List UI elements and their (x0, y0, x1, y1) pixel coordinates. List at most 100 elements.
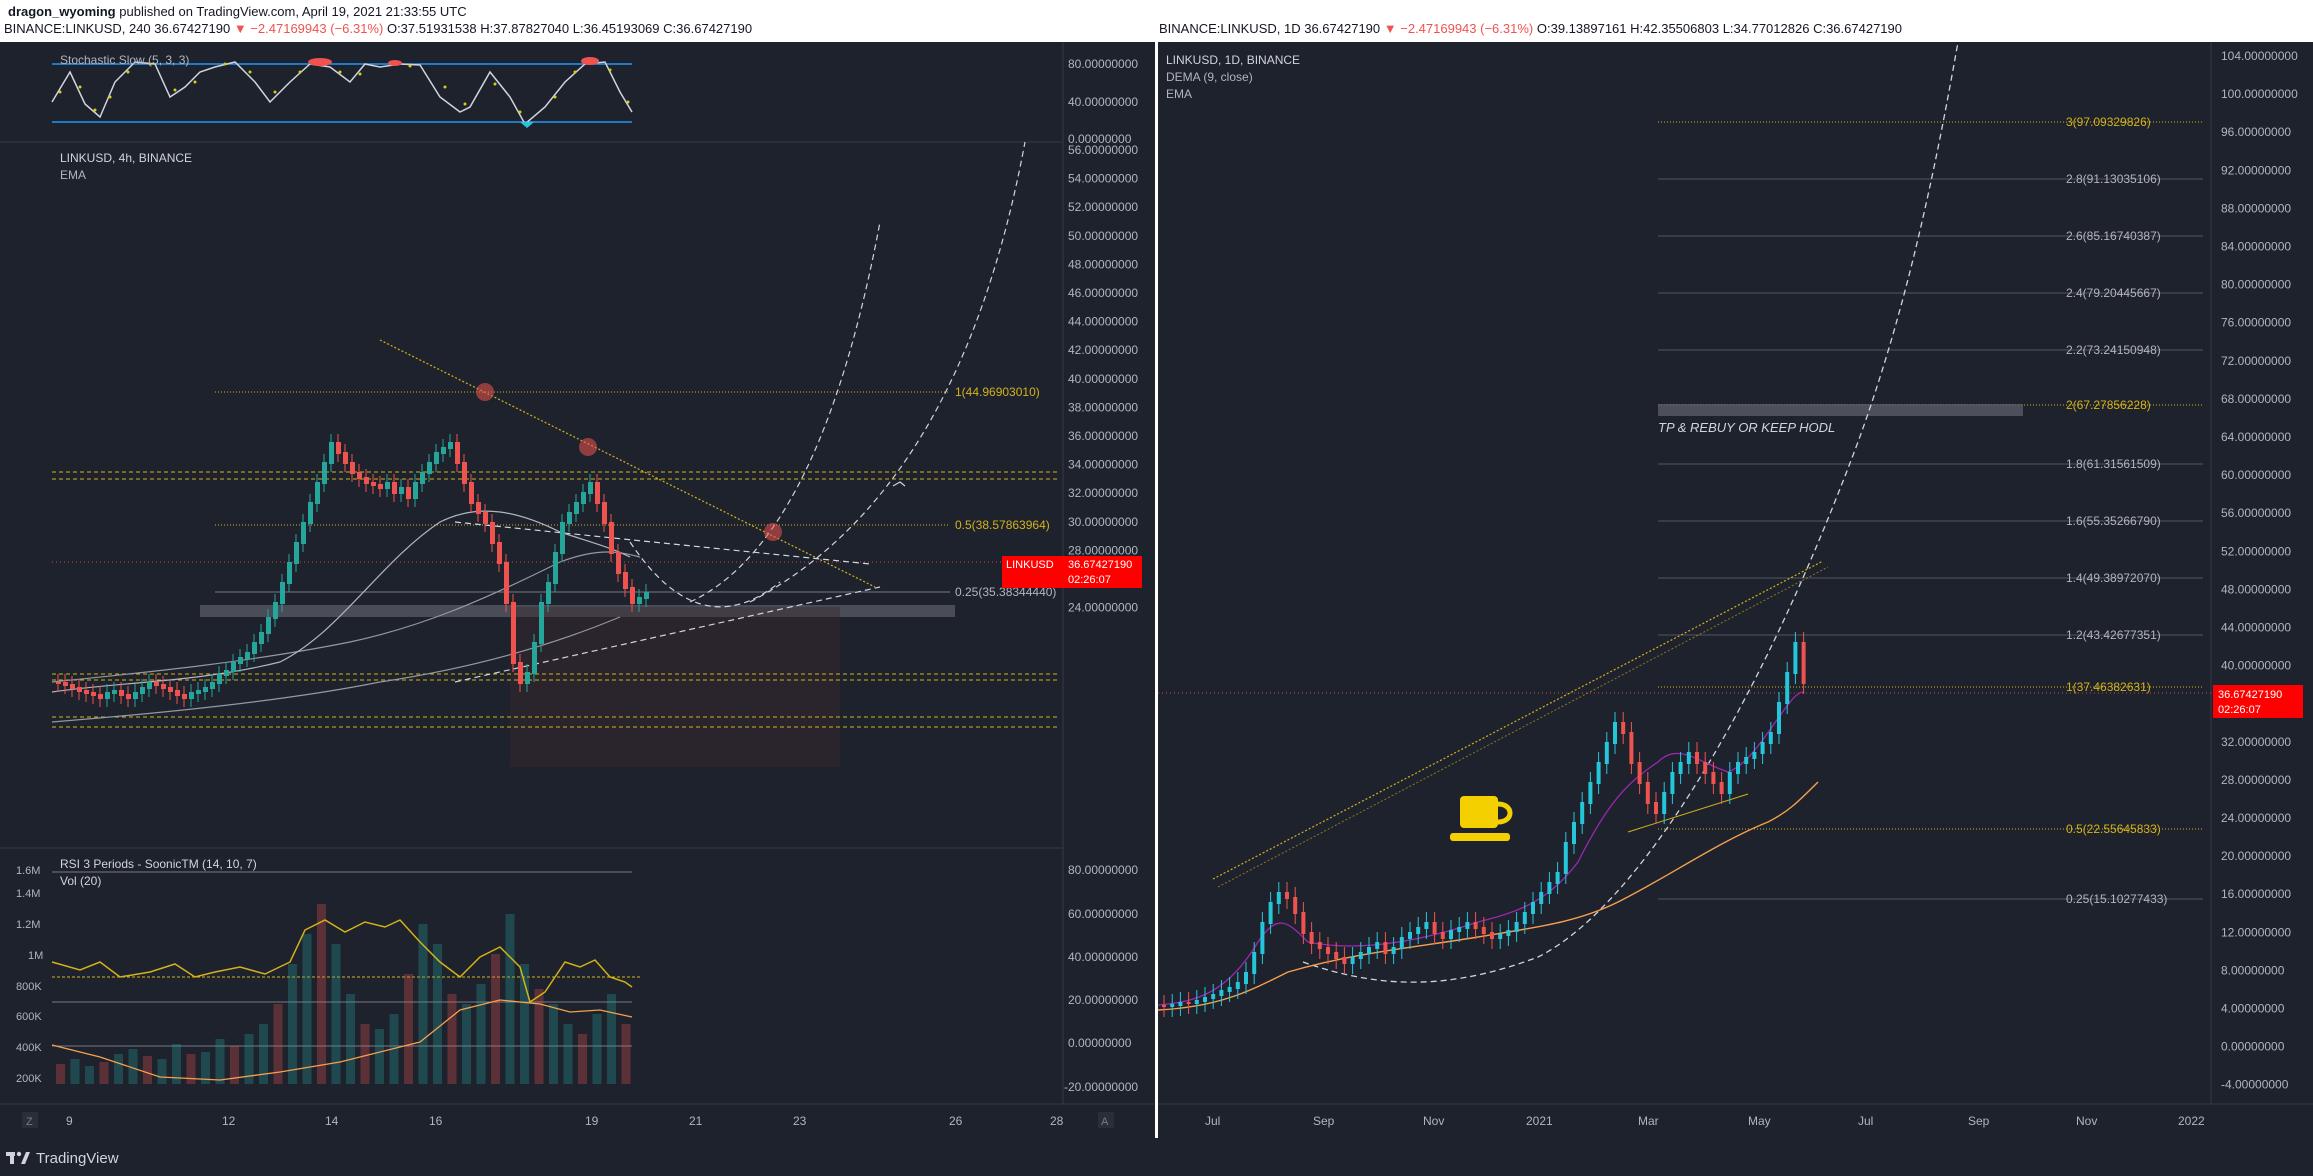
candle (1547, 882, 1552, 894)
left-chart-4h[interactable]: Stochastic Slow (5, 3, 3) 80.00000000 40… (0, 42, 1155, 1138)
left-price-axis[interactable]: 56.00000000 54.00000000 52.00000000 50.0000… (1068, 143, 1138, 615)
author-name[interactable]: dragon_wyoming (8, 4, 116, 19)
candle (1768, 732, 1773, 744)
candle (119, 690, 124, 696)
candle (602, 502, 607, 524)
tradingview-logo[interactable]: TradingView (6, 1148, 119, 1168)
candle (1457, 927, 1462, 932)
left-price-tag[interactable]: LINKUSD 36.67427190 02:26:07 (1002, 556, 1142, 588)
price-tag-timer: 02:26:07 (2218, 704, 2261, 716)
price-axis-tick: 56.00000000 (1068, 143, 1138, 157)
triangle-lower (454, 586, 881, 683)
candle (574, 502, 579, 514)
candle (105, 692, 110, 699)
right-price-axis[interactable]: 104.00000000 100.00000000 96.00000000 92.00… (2221, 49, 2298, 1092)
volume-bar (491, 954, 500, 1084)
candle (1801, 642, 1806, 684)
right-symbol-line: BINANCE:LINKUSD, 1D 36.67427190 ▼ −2.471… (1159, 21, 1902, 36)
candle (322, 462, 327, 484)
candle (1654, 802, 1658, 814)
tp-zone (1658, 404, 2023, 416)
candle (126, 694, 131, 699)
volume-bar (215, 1039, 225, 1084)
stoch-overbought-markers (308, 57, 599, 66)
candle (91, 692, 96, 696)
price-axis-tick: 24.00000000 (2221, 811, 2291, 825)
candle (63, 682, 68, 686)
stoch-axis: 80.00000000 40.00000000 0.00000000 (1068, 57, 1138, 146)
price-axis-tick: 54.00000000 (1068, 172, 1138, 186)
price-axis-tick: 16.00000000 (2221, 887, 2291, 901)
candle (266, 617, 271, 634)
time-axis-tick: 28 (1050, 1114, 1064, 1128)
candle (1752, 752, 1757, 759)
ema-line (1157, 781, 1819, 1011)
fib-label: 1.2(43.42677351) (2066, 628, 2161, 642)
right-price-tag[interactable]: 36.67427190 02:26:07 (2213, 685, 2303, 718)
candle (161, 684, 166, 689)
price-axis-tick: 38.00000000 (1068, 400, 1138, 414)
candle (462, 462, 467, 484)
target-marker (476, 383, 494, 401)
time-axis-tick: Sep (1313, 1114, 1335, 1128)
candle (539, 602, 544, 644)
auto-scale-button[interactable] (22, 1112, 38, 1128)
candle (1317, 942, 1322, 949)
candle (1473, 922, 1478, 929)
volume-bar (346, 994, 355, 1084)
candle (609, 522, 614, 554)
candle (343, 452, 348, 464)
right-time-axis[interactable]: Jul Sep Nov 2021 Mar May Jul Sep Nov 2022 (1205, 1114, 2205, 1128)
footer-bar: TradingView (0, 1138, 2313, 1176)
vol-axis-tick: 600K (16, 1011, 42, 1023)
target-marker (579, 438, 597, 456)
right-chart-svg[interactable]: LINKUSD, 1D, BINANCE DEMA (9, close) EMA… (1157, 41, 2313, 1138)
price-axis-tick: 64.00000000 (2221, 430, 2291, 444)
candle (1170, 1004, 1175, 1007)
right-chart-1d[interactable]: LINKUSD, 1D, BINANCE DEMA (9, close) EMA… (1157, 41, 2313, 1138)
price-tag-timer: 02:26:07 (1068, 574, 1111, 586)
candle (1219, 990, 1224, 996)
log-scale-button[interactable] (1098, 1112, 1114, 1128)
price-axis-tick: 96.00000000 (2221, 125, 2291, 139)
candle (294, 542, 299, 564)
vol-axis-tick: 800K (16, 981, 42, 993)
left-chart-svg[interactable]: Stochastic Slow (5, 3, 3) 80.00000000 40… (0, 42, 1155, 1138)
candle (1432, 922, 1437, 934)
candle (1555, 872, 1560, 884)
candle (1695, 752, 1699, 764)
candle (623, 572, 628, 589)
rsi-axis-tick: 80.00000000 (1068, 863, 1138, 877)
candle (147, 682, 152, 689)
candle (1367, 947, 1371, 954)
candle (77, 687, 82, 692)
candle (1399, 937, 1404, 949)
candle (224, 670, 229, 676)
candle (448, 442, 453, 449)
rsi-axis-tick: 20.00000000 (1068, 993, 1138, 1007)
candle (455, 442, 460, 464)
vol-axis-tick: 1.2M (16, 919, 40, 931)
stoch-oversold-marker (520, 122, 534, 128)
descending-trendline (379, 339, 876, 588)
main-title: LINKUSD, 4h, BINANCE (60, 151, 192, 165)
left-symbol-line: BINANCE:LINKUSD, 240 36.67427190 ▼ −2.47… (4, 21, 752, 36)
candle (644, 592, 649, 599)
candle (1440, 932, 1445, 939)
candle (1719, 782, 1724, 794)
candle (413, 482, 418, 499)
time-axis-tick: Nov (2076, 1114, 2097, 1128)
candle (1727, 772, 1732, 794)
price-axis-tick: 68.00000000 (2221, 392, 2291, 406)
rsi-axis-tick: 0.00000000 (1068, 1036, 1132, 1050)
price-axis-tick: 0.00000000 (2221, 1040, 2285, 1054)
candle (140, 687, 145, 694)
candle (1260, 922, 1265, 954)
candle (588, 482, 593, 494)
right-candles (1162, 632, 1806, 1017)
left-time-axis[interactable]: 9 12 14 16 19 21 23 26 28 (66, 1114, 1064, 1128)
price-axis-tick: 60.00000000 (2221, 468, 2291, 482)
volume-bar (317, 904, 326, 1084)
candle (168, 687, 173, 692)
candle (546, 582, 551, 604)
